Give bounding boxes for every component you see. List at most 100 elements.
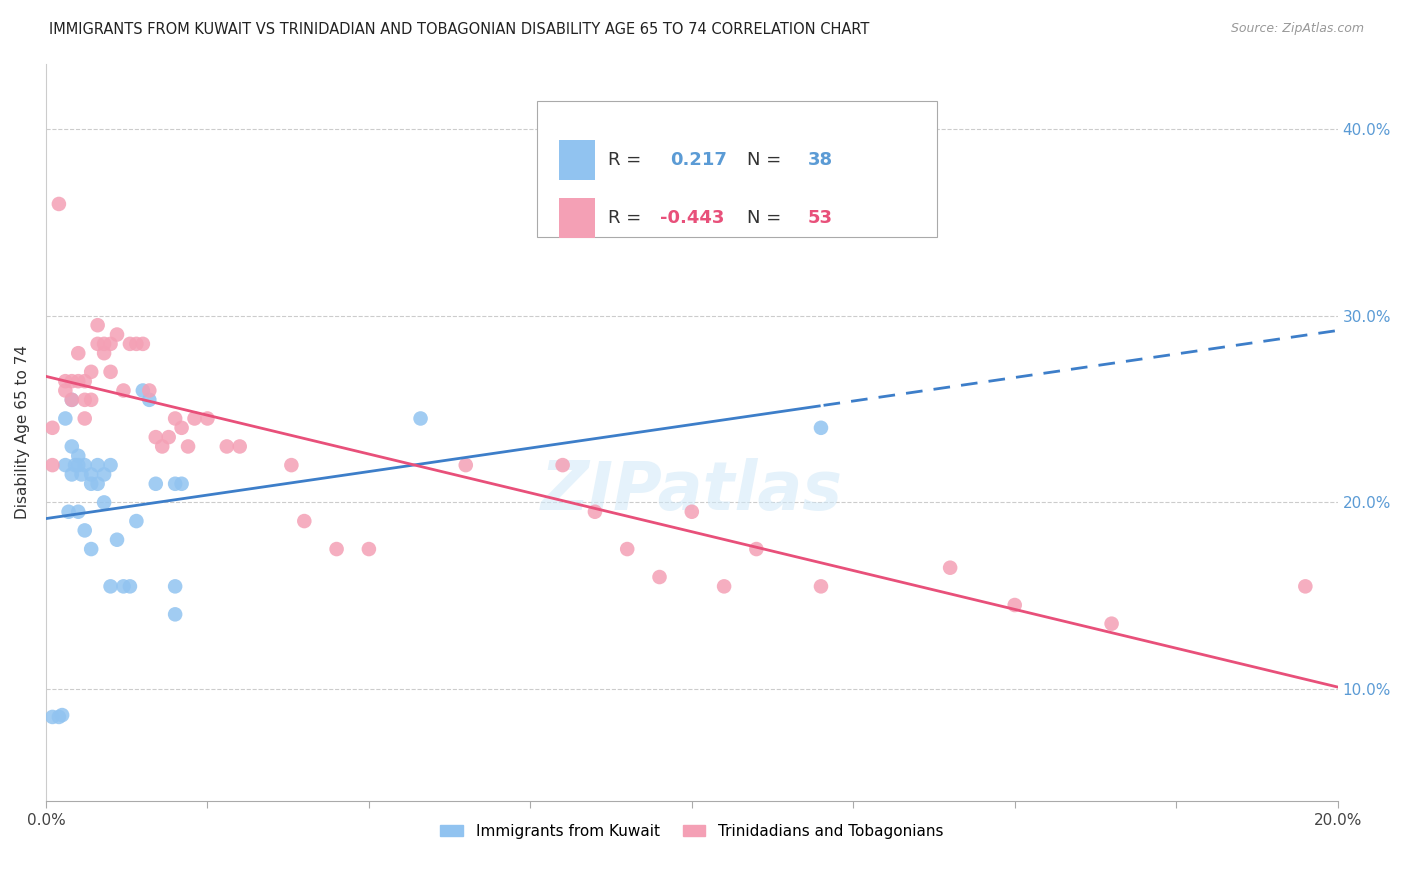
Point [100,365,122,379]
Point [100,458,122,472]
Point [53,384,76,398]
Point [105,533,128,547]
Point [67,346,90,360]
Point [86,336,108,351]
Point [48,197,70,211]
Point [939,560,962,574]
Point [60,374,83,388]
Point [41,421,63,435]
Legend: Immigrants from Kuwait, Trinidadians and Tobagonians: Immigrants from Kuwait, Trinidadians and… [434,818,949,845]
Point [53,411,76,425]
Point [73,374,96,388]
Point [197,411,219,425]
Point [80,467,103,482]
Point [60,392,83,407]
Point [60,467,83,482]
Point [80,476,103,491]
Point [138,384,160,398]
Point [551,458,574,472]
Point [228,440,250,454]
Point [454,458,477,472]
Text: N =: N = [748,151,787,169]
Point [648,570,671,584]
Point [53,374,76,388]
Text: R =: R = [607,209,647,227]
Point [150,440,173,454]
Point [105,327,128,342]
Point [616,542,638,557]
Point [183,411,205,425]
Text: 53: 53 [808,209,834,227]
Point [67,449,90,463]
Point [357,542,380,557]
Point [60,392,83,407]
Point [170,421,193,435]
Point [51,708,73,723]
Point [67,505,90,519]
Point [165,579,187,593]
Point [58,505,80,519]
Point [41,458,63,472]
Text: N =: N = [748,209,787,227]
Point [60,440,83,454]
Y-axis label: Disability Age 65 to 74: Disability Age 65 to 74 [15,345,30,519]
Point [73,392,96,407]
Point [93,495,115,509]
Point [1004,598,1026,612]
Point [681,505,703,519]
Point [86,476,108,491]
Point [100,336,122,351]
Point [165,607,187,622]
Text: 0.217: 0.217 [669,151,727,169]
Point [86,318,108,333]
Text: -0.443: -0.443 [659,209,724,227]
Point [93,336,115,351]
Point [125,514,148,528]
FancyBboxPatch shape [558,198,595,238]
Text: R =: R = [607,151,647,169]
FancyBboxPatch shape [537,101,938,237]
Point [67,374,90,388]
Point [132,384,155,398]
Point [145,476,167,491]
Point [583,505,606,519]
Point [713,579,735,593]
Point [73,411,96,425]
Text: 38: 38 [808,151,834,169]
Point [165,476,187,491]
Point [80,542,103,557]
Point [170,476,193,491]
Point [1294,579,1316,593]
Point [745,542,768,557]
Point [409,411,432,425]
Point [280,458,302,472]
Point [810,421,832,435]
Point [41,710,63,724]
Point [118,336,141,351]
Point [215,440,238,454]
Point [1101,616,1123,631]
Point [80,365,103,379]
Point [93,467,115,482]
Point [810,579,832,593]
Point [325,542,347,557]
Point [132,336,155,351]
Point [86,458,108,472]
Point [165,411,187,425]
Point [112,579,135,593]
Point [292,514,315,528]
Point [80,392,103,407]
Point [112,384,135,398]
Point [67,458,90,472]
Point [48,710,70,724]
Point [100,579,122,593]
Point [73,524,96,538]
Point [125,336,148,351]
Point [157,430,180,444]
Point [63,458,86,472]
FancyBboxPatch shape [558,140,595,180]
Point [118,579,141,593]
Point [145,430,167,444]
Text: ZIPatlas: ZIPatlas [541,458,842,524]
Text: Source: ZipAtlas.com: Source: ZipAtlas.com [1230,22,1364,36]
